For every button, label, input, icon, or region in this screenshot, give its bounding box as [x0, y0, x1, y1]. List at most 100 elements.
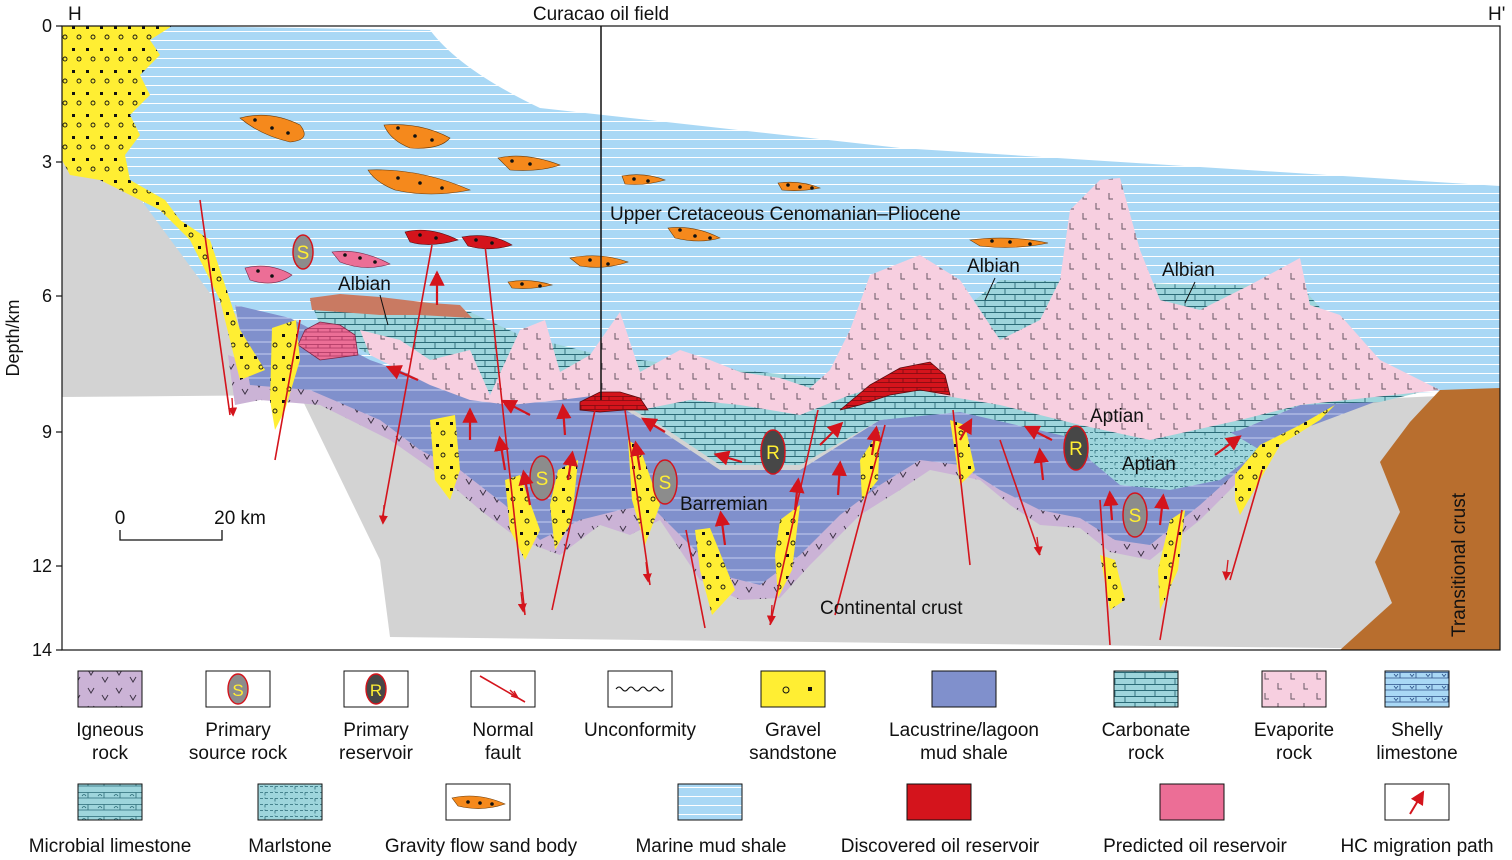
- discovered-sand-lens-1: [404, 229, 459, 245]
- depth-axis: 0 3 6 9 12 14 Depth/km: [3, 16, 62, 660]
- discovered-reservoir-curacao: [579, 391, 649, 413]
- migration-arrow: [1214, 435, 1242, 456]
- label-albian-right: Albian: [1162, 260, 1215, 281]
- legend-label-predicted: Predicted oil reservoir: [1103, 836, 1287, 857]
- depth-ticks: [56, 25, 62, 651]
- legend-label-carbonate-l1: Carbonate: [1102, 720, 1191, 741]
- fault-line: [834, 424, 886, 616]
- gravity-flow-sand-icon: [445, 783, 511, 821]
- fault-line: [381, 244, 433, 521]
- scale-bar-line: [119, 530, 223, 541]
- sand-body: [569, 255, 629, 268]
- source-rock-letter: S: [297, 243, 310, 264]
- legend-label-fault-l2: fault: [485, 743, 522, 764]
- legend-label-shelly-l2: limestone: [1376, 743, 1457, 764]
- marine-mud-shale-icon: [677, 783, 743, 821]
- migration-arrow: [630, 440, 646, 471]
- legend-label-evaporite-l1: Evaporite: [1254, 720, 1334, 741]
- hc-migration-path-icon: [1384, 783, 1450, 821]
- legend-label-shelly-l1: Shelly: [1391, 720, 1443, 741]
- label-leader-lines: [379, 277, 1196, 326]
- lens-dots: [253, 118, 1032, 288]
- legend-label-igneous-l1: Igneous: [76, 720, 144, 741]
- migration-arrow: [714, 510, 731, 546]
- throw-arrow: [1222, 559, 1232, 581]
- source-rock-letter: S: [536, 469, 549, 490]
- fault-line: [1099, 499, 1111, 646]
- legend-label-marine: Marine mud shale: [635, 836, 786, 857]
- gravel-sandstone-fan-2: [430, 415, 460, 500]
- depth-tick-label: 14: [32, 640, 52, 660]
- fault-line: [1229, 469, 1263, 581]
- migration-arrow: [385, 365, 419, 382]
- label-albian-left: Albian: [338, 274, 391, 295]
- migration-arrow: [494, 435, 510, 471]
- oil-field-label: Curacao oil field: [533, 4, 669, 25]
- label-transitional-crust: Transitional crust: [1449, 492, 1470, 637]
- migration-arrow: [831, 460, 847, 496]
- depth-axis-title: Depth/km: [3, 299, 23, 376]
- throw-arrow: [517, 591, 527, 613]
- legend-label-gravel-l2: sandstone: [749, 743, 837, 764]
- depth-tick-label: 3: [42, 152, 52, 172]
- aptian-marlstone-lens: [1080, 430, 1260, 490]
- migration-arrow: [819, 421, 844, 446]
- migration-arrow: [556, 403, 572, 436]
- source-rock-bodies: [292, 234, 1148, 538]
- legend-label-carbonate-l2: rock: [1128, 743, 1164, 764]
- predicted-reservoir-mound: [297, 321, 359, 361]
- throw-arrow: [228, 397, 238, 417]
- migration-arrow: [866, 425, 882, 456]
- gravel-sandstone-fan-12: [1235, 405, 1335, 515]
- source-rock-letters: S S S S: [297, 243, 1142, 527]
- source-rock-body: [1122, 492, 1148, 538]
- source-rock-body: [652, 459, 678, 505]
- migration-arrow: [1154, 493, 1170, 526]
- fault-line: [484, 244, 526, 616]
- gravel-sandstone-fan-3: [505, 475, 540, 560]
- label-upper-cretaceous: Upper Cretaceous Cenomanian–Pliocene: [610, 204, 961, 225]
- throw-arrow: [378, 504, 388, 525]
- migration-arrow: [958, 417, 973, 441]
- scale-end-label: 20 km: [214, 508, 266, 529]
- fault-line: [274, 319, 301, 461]
- microbial-limestone-icon: [77, 783, 143, 821]
- fault-line: [685, 529, 706, 629]
- legend-label-igneous-l2: rock: [92, 743, 128, 764]
- migration-arrow: [500, 399, 531, 416]
- migration-arrow: [518, 469, 534, 506]
- discovered-oil-reservoir-icon: [906, 783, 972, 821]
- migration-arrow: [641, 417, 666, 433]
- migration-arrow: [1033, 447, 1049, 481]
- gravel-sandstone-fan-5: [628, 440, 660, 545]
- legend-label-reservoir-l2: reservoir: [339, 743, 414, 764]
- fault-line: [199, 199, 231, 416]
- evaporite-rock-icon: [1261, 670, 1327, 708]
- source-rock-icon-letter: S: [232, 681, 243, 700]
- legend-label-source-l1: Primary: [205, 720, 271, 741]
- gravel-sandstone-fan-1: [270, 320, 300, 430]
- legend-label-gravel-l1: Gravel: [765, 720, 821, 741]
- transitional-crust: [1340, 388, 1500, 650]
- evaporite-rock-layer: [360, 178, 1440, 440]
- normal-faults: [199, 199, 1263, 646]
- section-end-label: H': [1488, 4, 1505, 25]
- migration-arrow: [1103, 490, 1119, 521]
- igneous-icon: [77, 670, 143, 708]
- hc-migration-arrows: [385, 270, 1242, 546]
- legend-label-evaporite-l2: rock: [1276, 743, 1312, 764]
- throw-arrow: [766, 604, 776, 625]
- gravel-sandstone-icon: [760, 670, 826, 708]
- discovered-reservoir-center: [839, 361, 951, 411]
- fault-line: [769, 409, 819, 626]
- label-aptian-lower: Aptian: [1122, 454, 1176, 475]
- gravel-sandstone-fan-8: [860, 430, 880, 500]
- legend-label-marlstone: Marlstone: [248, 836, 331, 857]
- reservoir-body: [760, 429, 786, 475]
- source-rock-letter: S: [659, 473, 672, 494]
- migration-arrow: [562, 450, 578, 481]
- fault-line: [952, 409, 971, 566]
- legend-label-reservoir-l1: Primary: [343, 720, 409, 741]
- gravel-sandstone-margin: [62, 26, 265, 380]
